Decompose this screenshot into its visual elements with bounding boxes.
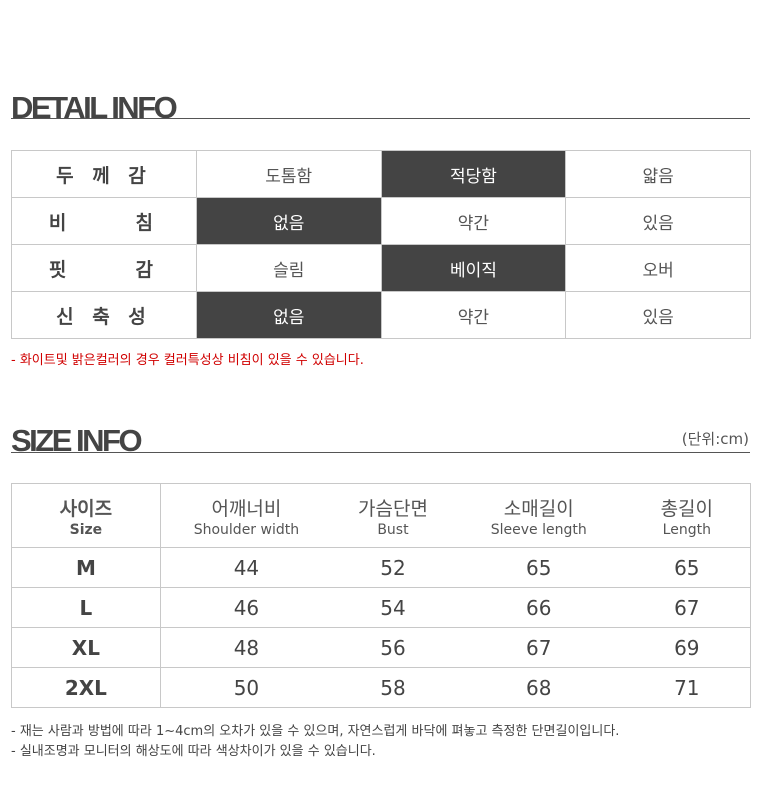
unit-label: (단위:cm) [681,430,749,448]
header-en: Size [69,521,103,538]
size-value: 52 [332,547,454,588]
detail-option: 약간 [380,291,567,339]
detail-note: - 화이트및 밝은컬러의 경우 컬러특성상 비침이 있을 수 있습니다. [11,353,364,368]
detail-option-selected: 적당함 [380,150,567,198]
size-value: 44 [160,547,333,588]
size-header-row: 사이즈 Size 어깨너비 Shoulder width 가슴단면 Bust 소매길이 Sle… [11,483,751,548]
detail-label: 두 께 감 [11,150,197,198]
size-label: M [11,547,161,588]
detail-option: 도톰함 [195,150,382,198]
size-table: 사이즈 Size 어깨너비 Shoulder width 가슴단면 Bust 소매길이 Sle… [11,483,751,708]
size-header: 가슴단면 Bust [332,483,454,548]
size-value: 71 [623,667,751,708]
size-label: XL [11,627,161,668]
detail-option: 오버 [565,244,751,292]
detail-option: 있음 [565,291,751,339]
header-ko: 총길이 [660,497,714,520]
detail-option-selected: 없음 [195,291,382,339]
header-ko: 어깨너비 [211,497,282,520]
detail-option: 얇음 [565,150,751,198]
detail-option-selected: 없음 [195,197,382,245]
size-value: 58 [332,667,454,708]
size-header: 총길이 Length [623,483,751,548]
detail-option: 있음 [565,197,751,245]
size-value: 48 [160,627,333,668]
divider [11,452,750,453]
detail-option: 슬림 [195,244,382,292]
size-label: L [11,587,161,628]
header-ko: 가슴단면 [358,497,428,520]
detail-label: 핏 감 [11,244,197,292]
size-value: 65 [453,547,624,588]
detail-row: 신 축 성 없음 약간 있음 [11,291,751,339]
size-value: 69 [623,627,751,668]
size-value: 65 [623,547,751,588]
size-header: 어깨너비 Shoulder width [160,483,333,548]
size-row: M 44 52 65 65 [11,547,751,588]
detail-row: 비 침 없음 약간 있음 [11,197,751,245]
size-value: 66 [453,587,624,628]
header-en: Shoulder width [193,521,300,538]
header-ko: 사이즈 [59,497,113,520]
size-header: 사이즈 Size [11,483,161,548]
size-row: L 46 54 66 67 [11,587,751,628]
detail-row: 핏 감 슬림 베이직 오버 [11,244,751,292]
detail-option-selected: 베이직 [380,244,567,292]
header-ko: 소매길이 [503,497,574,520]
size-value: 46 [160,587,333,628]
size-note: - 재는 사람과 방법에 따라 1~4cm의 오차가 있을 수 있으며, 자연스… [11,724,620,739]
size-info-title: SIZE INFO [11,423,143,458]
detail-label: 신 축 성 [11,291,197,339]
size-value: 67 [453,627,624,668]
size-value: 67 [623,587,751,628]
detail-row: 두 께 감 도톰함 적당함 얇음 [11,150,751,198]
size-value: 54 [332,587,454,628]
detail-info-title: DETAIL INFO [11,90,178,125]
size-row: 2XL 50 58 68 71 [11,667,751,708]
size-row: XL 48 56 67 69 [11,627,751,668]
size-label: 2XL [11,667,161,708]
divider [11,118,750,119]
header-en: Sleeve length [490,521,587,538]
detail-table: 두 께 감 도톰함 적당함 얇음 비 침 없음 약간 있음 핏 감 슬림 베이직 오버 신 축 성 없음 약… [11,150,751,339]
size-value: 50 [160,667,333,708]
size-value: 56 [332,627,454,668]
size-header: 소매길이 Sleeve length [453,483,624,548]
header-en: Bust [377,521,409,538]
detail-label: 비 침 [11,197,197,245]
size-note: - 실내조명과 모니터의 해상도에 따라 색상차이가 있을 수 있습니다. [11,744,376,759]
size-value: 68 [453,667,624,708]
detail-option: 약간 [380,197,567,245]
size-notes: - 재는 사람과 방법에 따라 1~4cm의 오차가 있을 수 있으며, 자연스… [11,722,619,762]
header-en: Length [662,521,711,538]
